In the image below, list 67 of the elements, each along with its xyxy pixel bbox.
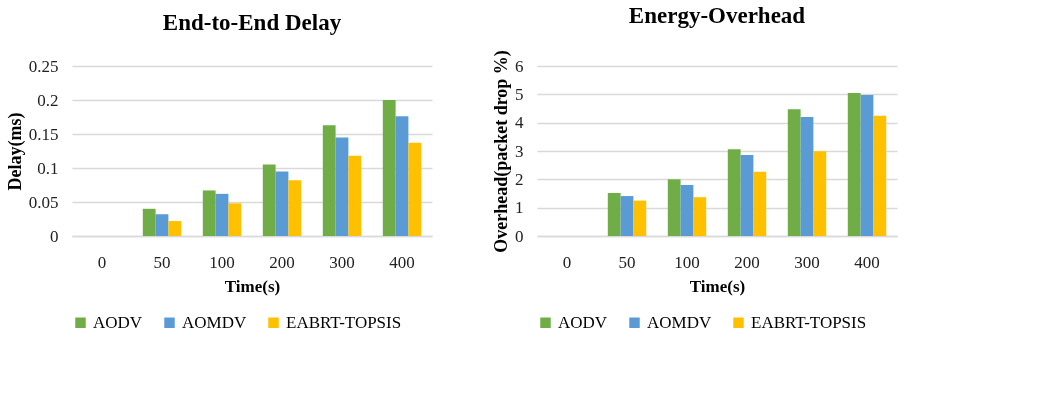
y-tick-label: 2 <box>515 169 524 189</box>
bar <box>813 151 827 236</box>
bar <box>607 192 621 236</box>
bar <box>847 92 861 236</box>
bar <box>382 100 396 236</box>
x-tick-label: 100 <box>209 252 235 272</box>
bar <box>262 164 276 236</box>
x-axis-title: Time(s) <box>224 276 281 296</box>
x-axis-title: Time(s) <box>689 276 746 296</box>
bar <box>667 179 681 236</box>
x-tick-label: 200 <box>734 252 760 272</box>
bar <box>168 221 182 236</box>
bar <box>873 115 887 236</box>
bar <box>335 137 349 236</box>
bar <box>740 154 754 236</box>
x-tick-label: 200 <box>269 252 295 272</box>
y-tick-label: 0.25 <box>28 56 59 76</box>
x-tick-label: 50 <box>618 252 636 272</box>
x-tick-label: 400 <box>389 252 415 272</box>
legend-label: EABRT-TOPSIS <box>751 312 867 332</box>
chart-title: Energy-Overhead <box>628 2 806 28</box>
y-tick-label: 5 <box>515 84 524 104</box>
x-tick-label: 300 <box>329 252 355 272</box>
bar <box>620 196 634 236</box>
legend-label: AOMDV <box>647 312 712 332</box>
bar <box>155 214 169 236</box>
bar <box>215 193 229 236</box>
y-tick-label: 0 <box>50 226 59 246</box>
bar <box>680 185 694 236</box>
y-tick-label: 6 <box>515 56 524 76</box>
x-tick-label: 100 <box>674 252 700 272</box>
bar <box>275 171 289 236</box>
legend-label: AODV <box>93 312 143 332</box>
bar <box>142 208 156 236</box>
chart-title: End-to-End Delay <box>162 10 342 35</box>
bar <box>693 197 707 236</box>
x-tick-label: 50 <box>153 252 171 272</box>
y-tick-label: 0.15 <box>28 124 59 144</box>
y-axis-title: Overhead(packet drop %) <box>491 50 512 253</box>
bar <box>322 125 336 236</box>
y-tick-label: 0.2 <box>37 90 59 110</box>
x-tick-label: 300 <box>794 252 820 272</box>
x-tick-label: 400 <box>854 252 880 272</box>
y-tick-label: 4 <box>515 113 524 133</box>
bar <box>348 155 362 236</box>
legend-label: EABRT-TOPSIS <box>286 312 402 332</box>
bar <box>727 149 741 236</box>
x-tick-label: 0 <box>562 252 572 272</box>
bar <box>228 203 242 236</box>
bar <box>800 117 814 236</box>
bar <box>395 116 409 236</box>
y-tick-label: 3 <box>515 141 524 161</box>
bar <box>288 180 302 236</box>
legend-label: AOMDV <box>182 312 247 332</box>
y-axis-title: Delay(ms) <box>4 112 26 191</box>
y-tick-label: 0.1 <box>37 158 59 178</box>
y-tick-label: 0 <box>515 226 524 246</box>
legend-label: AODV <box>558 312 608 332</box>
x-tick-label: 0 <box>97 252 107 272</box>
y-tick-label: 1 <box>515 198 524 218</box>
bar <box>633 200 647 236</box>
y-tick-label: 0.05 <box>28 192 59 212</box>
bar <box>787 109 801 236</box>
bar <box>860 94 874 236</box>
bar <box>202 190 216 236</box>
bar <box>753 171 767 236</box>
bar <box>408 142 422 236</box>
